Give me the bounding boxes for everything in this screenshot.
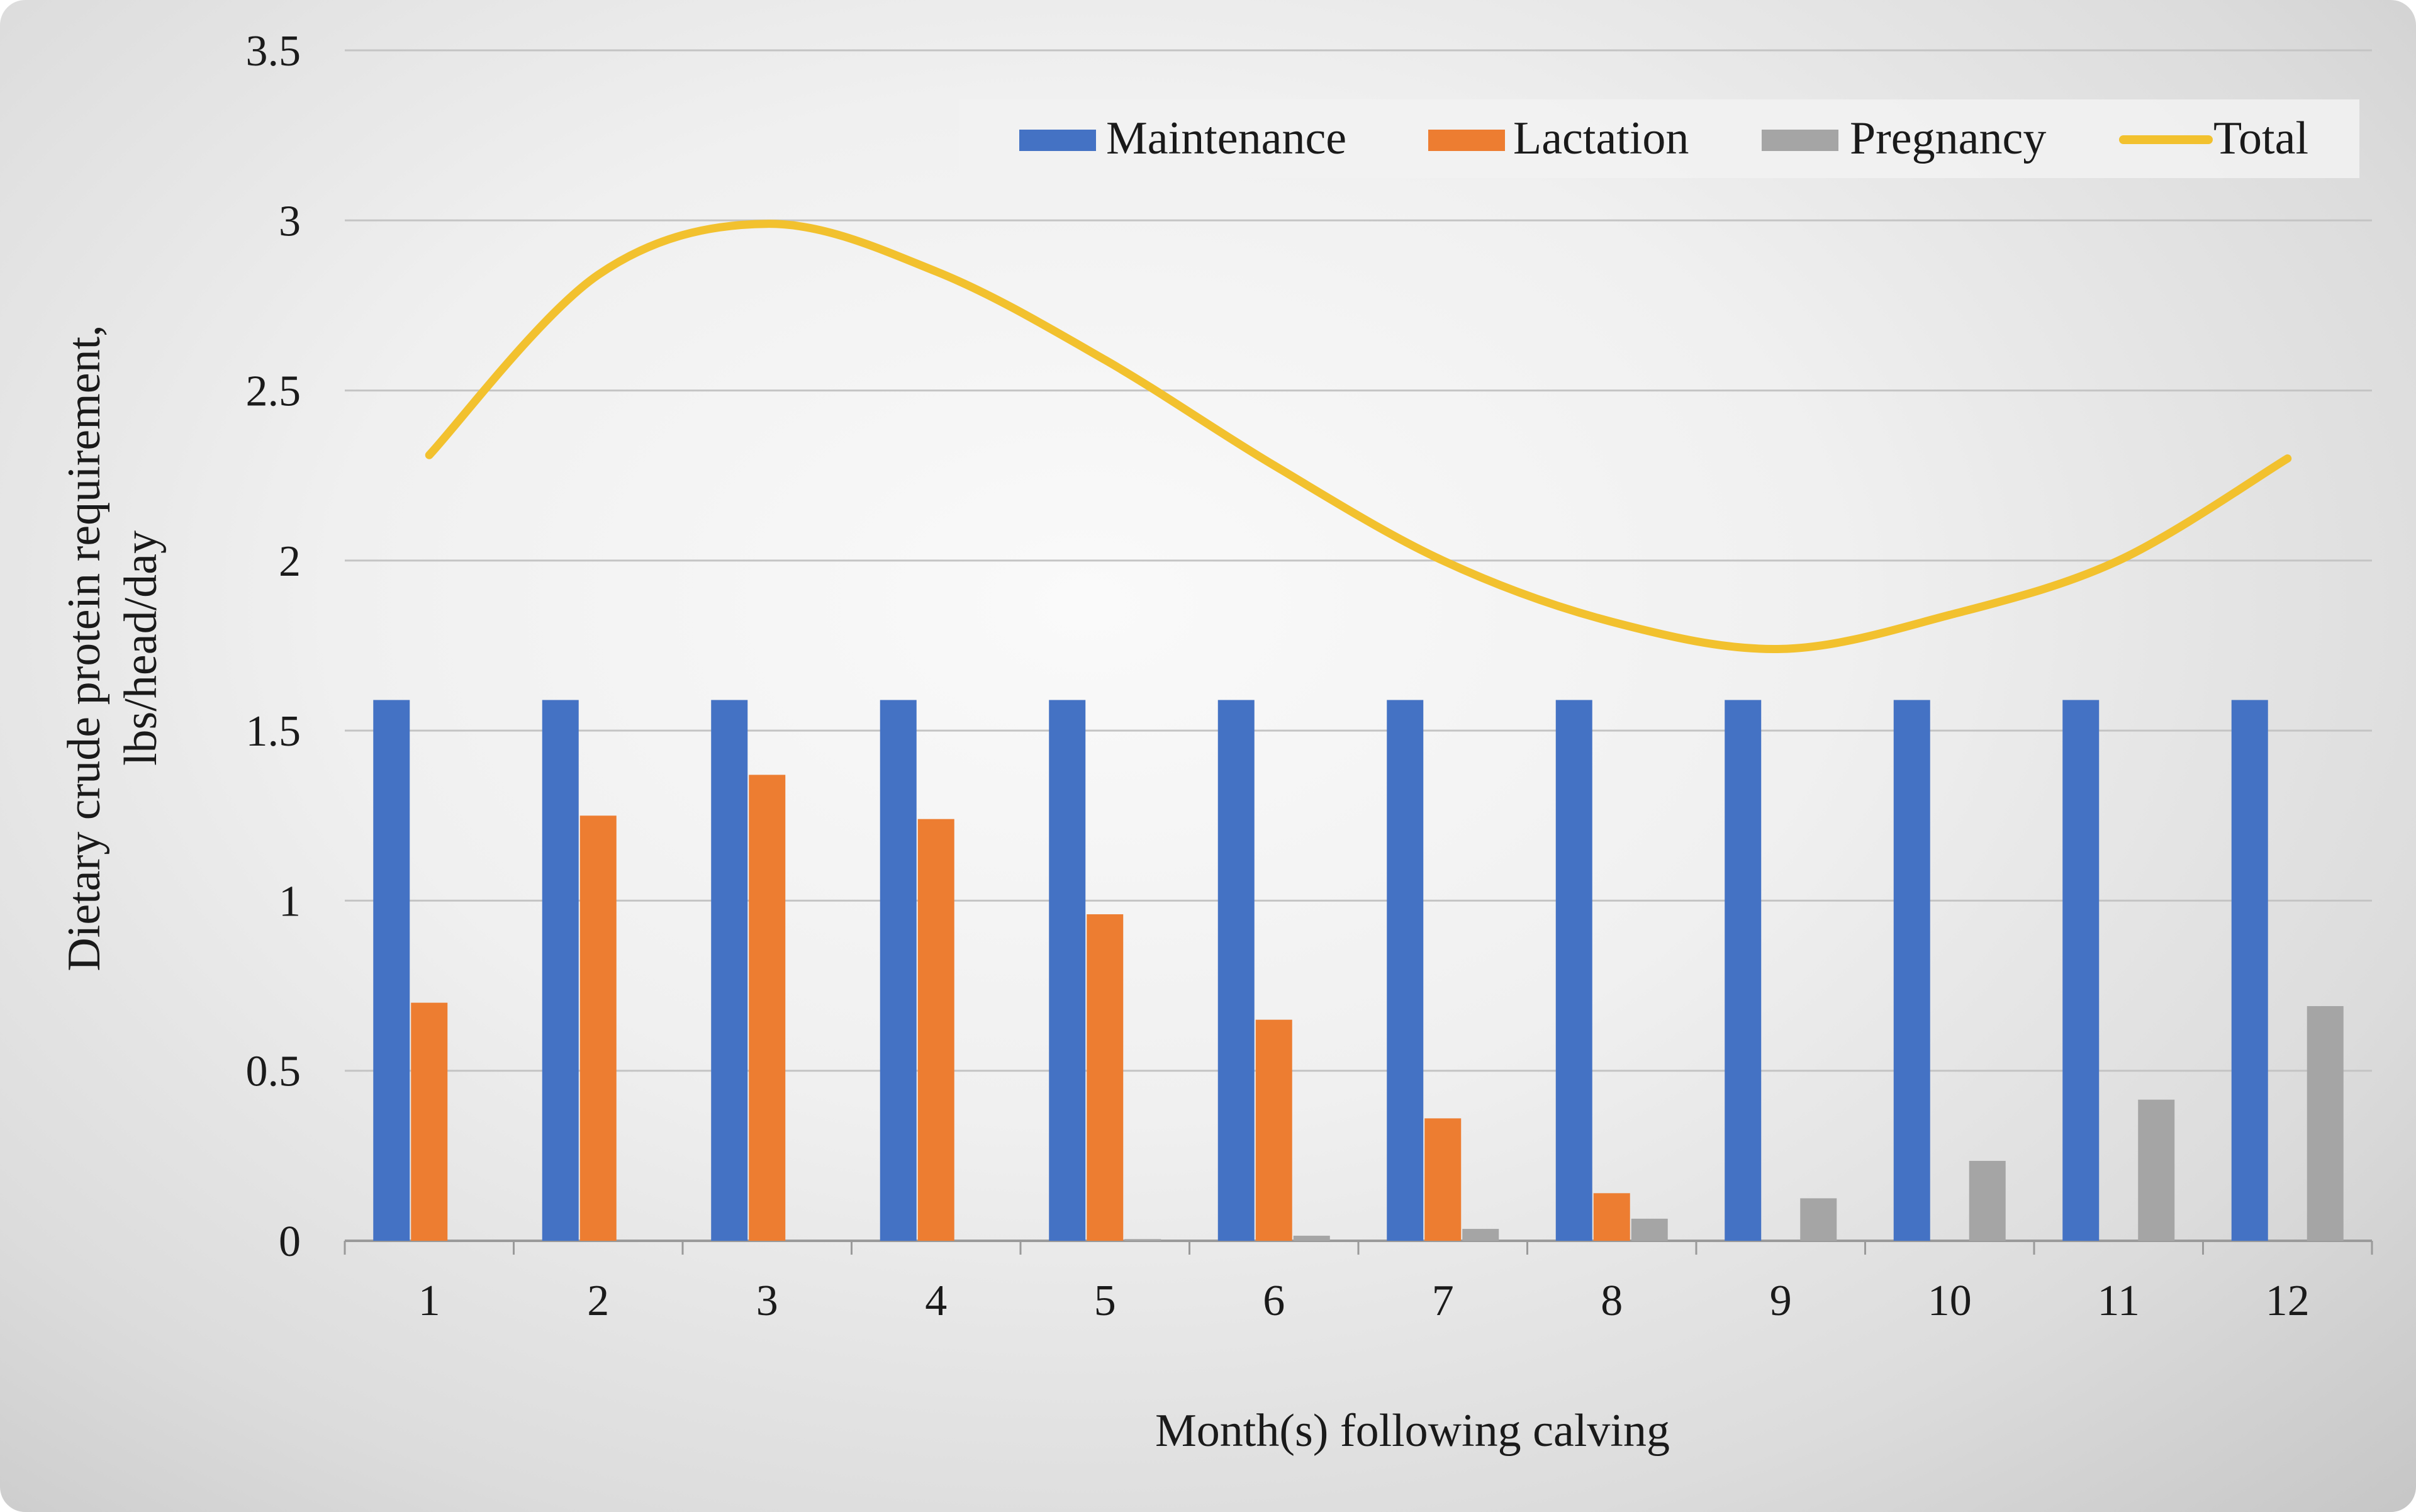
bar-maintenance-month-2 [542, 700, 579, 1241]
x-axis-title: Month(s) following calving [1155, 1405, 1670, 1457]
x-tick-label: 12 [2266, 1277, 2310, 1325]
x-tick-label: 1 [418, 1277, 440, 1325]
bar-lactation-month-8 [1593, 1193, 1630, 1241]
bar-pregnancy-month-8 [1631, 1218, 1668, 1241]
y-tick-label: 0 [279, 1218, 301, 1266]
bar-maintenance-month-9 [1725, 700, 1762, 1241]
x-tick-label: 9 [1770, 1277, 1792, 1325]
legend-label-lactation: Lactation [1513, 113, 1689, 164]
y-tick-label: 1 [279, 877, 301, 926]
bar-maintenance-month-1 [373, 700, 410, 1241]
y-tick-label: 2.5 [246, 367, 301, 416]
legend-swatch-lactation [1428, 130, 1505, 151]
bar-maintenance-month-12 [2231, 700, 2268, 1241]
x-tick-label: 10 [1928, 1277, 1972, 1325]
bar-maintenance-month-8 [1555, 700, 1592, 1241]
bars [373, 700, 2344, 1241]
y-axis-title-line1: Dietary crude protein requirement, [59, 325, 110, 971]
bar-pregnancy-month-5 [1124, 1239, 1161, 1241]
bar-maintenance-month-5 [1049, 700, 1086, 1241]
bar-pregnancy-month-9 [1800, 1198, 1837, 1241]
bar-pregnancy-month-7 [1462, 1229, 1499, 1241]
bar-lactation-month-4 [917, 819, 954, 1241]
bar-pregnancy-month-11 [2138, 1099, 2175, 1241]
bar-lactation-month-6 [1255, 1019, 1292, 1241]
bar-pregnancy-month-10 [1969, 1160, 2006, 1241]
bar-lactation-month-2 [579, 815, 617, 1241]
x-tick-label: 3 [756, 1277, 778, 1325]
bar-maintenance-month-10 [1893, 700, 1930, 1241]
bar-lactation-month-7 [1424, 1118, 1462, 1241]
legend-label-maintenance: Maintenance [1106, 113, 1346, 164]
x-tick-label: 5 [1094, 1277, 1116, 1325]
y-axis-title: Dietary crude protein requirement, lbs/h… [59, 325, 167, 971]
x-tick-label: 8 [1601, 1277, 1623, 1325]
x-tick-label: 4 [925, 1277, 947, 1325]
x-tick-label: 2 [587, 1277, 609, 1325]
total-line-layer [425, 220, 2292, 653]
legend-swatch-pregnancy [1762, 130, 1838, 151]
legend-label-pregnancy: Pregnancy [1850, 113, 2046, 164]
bar-pregnancy-month-6 [1293, 1235, 1330, 1241]
x-tick-label: 11 [2098, 1277, 2140, 1325]
x-tick-labels: 1 2 3 4 5 6 7 8 9 10 11 12 [418, 1277, 2310, 1325]
y-tick-label: 3 [279, 197, 301, 245]
bar-lactation-month-3 [749, 775, 786, 1241]
bar-maintenance-month-7 [1387, 700, 1424, 1241]
gridlines [344, 49, 2373, 1255]
bar-lactation-month-1 [411, 1002, 448, 1241]
y-tick-label: 3.5 [246, 27, 301, 76]
legend: Maintenance Lactation Pregnancy Total [959, 99, 2359, 178]
legend-label-total: Total [2213, 113, 2308, 164]
bar-pregnancy-month-12 [2307, 1006, 2344, 1241]
bar-maintenance-month-4 [880, 700, 917, 1241]
bar-maintenance-month-6 [1217, 700, 1255, 1241]
bar-maintenance-month-3 [711, 700, 748, 1241]
legend-swatch-maintenance [1019, 130, 1096, 151]
total-line [425, 220, 2292, 653]
x-tick-label: 7 [1432, 1277, 1454, 1325]
bar-maintenance-month-11 [2062, 700, 2100, 1241]
y-axis-title-line2: lbs/head/day [115, 530, 167, 766]
y-tick-label: 0.5 [246, 1048, 301, 1096]
y-tick-label: 1.5 [246, 707, 301, 756]
x-tick-label: 6 [1263, 1277, 1285, 1325]
y-tick-labels: 0 0.5 1 1.5 2 2.5 3 3.5 [246, 27, 301, 1266]
y-tick-label: 2 [279, 537, 301, 586]
bar-lactation-month-5 [1087, 914, 1124, 1241]
